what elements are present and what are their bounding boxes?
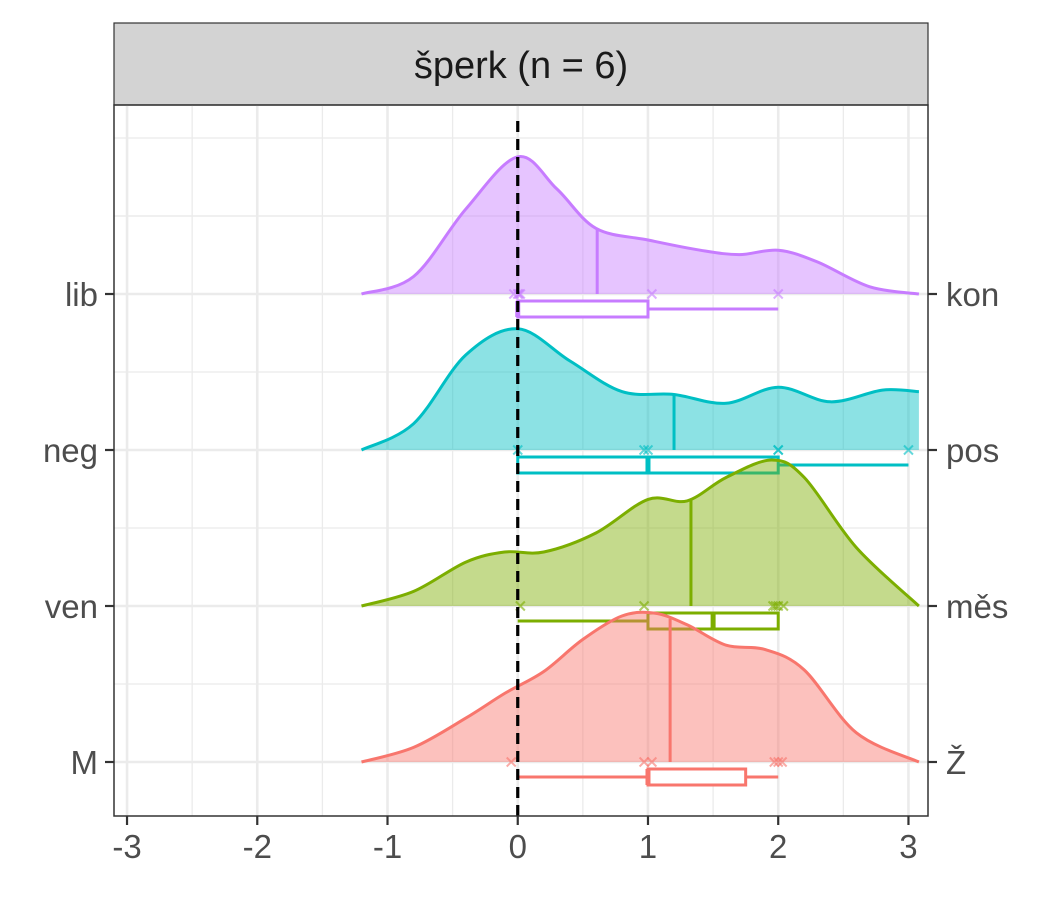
series-M-Ž — [361, 610, 920, 787]
box-iqr — [646, 767, 748, 787]
density-area — [361, 156, 919, 294]
facet-strip: šperk (n = 6) — [113, 22, 929, 106]
x-tick-label: 3 — [899, 828, 917, 865]
data-point-stroke — [642, 444, 654, 456]
facet-title: šperk (n = 6) — [414, 45, 628, 87]
y-tick-label-right: pos — [946, 432, 999, 469]
data-point — [773, 756, 784, 768]
series-ven-měs — [361, 458, 920, 631]
series-layer — [360, 155, 920, 787]
data-point — [770, 600, 781, 612]
data-point-stroke — [770, 600, 781, 612]
data-point-stroke — [778, 600, 789, 612]
data-point — [903, 444, 914, 456]
x-tick-label: 0 — [509, 828, 527, 865]
data-point-stroke — [769, 756, 780, 768]
data-point-stroke — [646, 288, 658, 300]
data-point — [778, 600, 789, 612]
data-point — [646, 756, 658, 768]
data-point-stroke — [776, 756, 788, 768]
data-point — [642, 444, 654, 456]
x-tick-label: -2 — [243, 828, 272, 865]
data-point — [776, 756, 788, 768]
density-curve — [360, 327, 919, 452]
y-tick-label-left: lib — [65, 276, 98, 313]
data-point-stroke — [773, 444, 784, 456]
series-lib-kon — [361, 155, 920, 319]
density-area — [361, 328, 919, 450]
density-curve — [361, 155, 920, 296]
y-tick-label-right: Ž — [946, 744, 966, 781]
y-tick-label-left: M — [71, 744, 99, 781]
data-point — [773, 288, 784, 300]
density-area — [361, 612, 919, 762]
data-point-stroke — [903, 444, 914, 456]
y-tick-label-left: ven — [45, 588, 98, 625]
density-curve — [361, 458, 920, 608]
y-tick-label-left: neg — [43, 432, 98, 469]
x-tick-label: -1 — [373, 828, 402, 865]
data-point — [769, 756, 780, 768]
minor-gridlines — [114, 105, 928, 816]
density-area — [361, 460, 919, 606]
data-point-stroke — [773, 288, 784, 300]
facet-strip-background — [113, 22, 929, 106]
box-iqr — [516, 299, 650, 319]
x-tick-label: 1 — [639, 828, 657, 865]
y-tick-label-right: měs — [946, 588, 1008, 625]
x-tick-label: -3 — [112, 828, 141, 865]
data-point-stroke — [506, 756, 517, 768]
data-point — [773, 444, 784, 456]
data-point-stroke — [646, 756, 658, 768]
series-neg-pos — [360, 327, 919, 475]
data-point — [638, 600, 650, 612]
data-point-stroke — [638, 444, 650, 456]
data-point — [638, 756, 650, 768]
x-tick-label: 2 — [769, 828, 787, 865]
y-tick-label-right: kon — [946, 276, 999, 313]
data-point — [506, 756, 517, 768]
data-point — [638, 444, 650, 456]
density-curve — [361, 610, 920, 764]
data-point-stroke — [638, 756, 650, 768]
data-point-stroke — [773, 756, 784, 768]
panel-border — [113, 104, 929, 817]
data-point — [646, 288, 658, 300]
data-point-stroke — [638, 600, 650, 612]
